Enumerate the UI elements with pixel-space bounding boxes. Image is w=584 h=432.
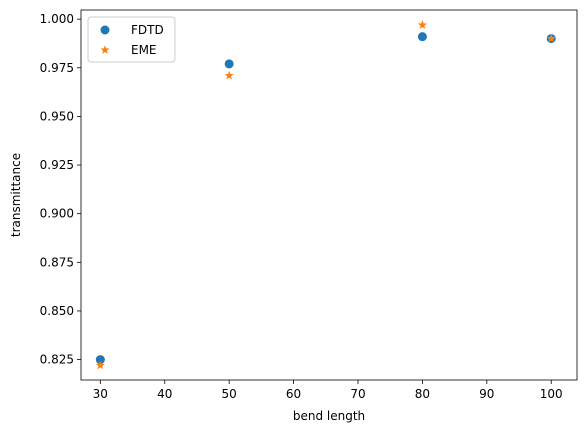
series-eme	[95, 20, 556, 370]
legend-box	[87, 16, 176, 63]
y-tick-label: 0.825	[40, 353, 74, 367]
data-point	[224, 59, 234, 69]
y-tick-label: 0.975	[40, 61, 74, 75]
x-tick-label: 30	[93, 387, 108, 401]
x-tick-label: 50	[222, 387, 237, 401]
y-tick-label: 0.925	[40, 158, 74, 172]
y-tick-label: 0.875	[40, 255, 74, 269]
y-tick-label: 0.900	[40, 207, 74, 221]
x-axis: 30 40 50 60 70 80 90 100	[93, 380, 563, 401]
x-tick-label: 60	[286, 387, 301, 401]
data-point	[546, 33, 556, 43]
x-tick-label: 70	[350, 387, 365, 401]
legend: FDTD EME	[87, 16, 176, 63]
x-tick-label: 100	[540, 387, 563, 401]
y-tick-label: 1.000	[40, 12, 74, 26]
y-axis-title: transmittance	[9, 153, 23, 237]
legend-label-fdtd: FDTD	[131, 23, 164, 37]
plot-area	[81, 10, 577, 380]
data-point	[417, 32, 427, 42]
data-point	[95, 355, 105, 365]
x-tick-label: 40	[157, 387, 172, 401]
legend-label-eme: EME	[131, 43, 157, 57]
y-tick-label: 0.850	[40, 304, 74, 318]
x-tick-label: 80	[415, 387, 430, 401]
y-axis: 0.825 0.850 0.875 0.900 0.925 0.950 0.975 1.000	[40, 12, 81, 367]
data-point	[417, 20, 427, 29]
legend-marker-eme	[100, 45, 110, 54]
data-point	[224, 70, 234, 80]
x-tick-label: 90	[479, 387, 494, 401]
legend-marker-fdtd	[100, 25, 110, 35]
data-markers	[95, 20, 556, 370]
y-tick-label: 0.950	[40, 109, 74, 123]
plot-frame	[80, 9, 578, 381]
data-point	[95, 360, 105, 370]
x-axis-title: bend length	[293, 409, 365, 423]
